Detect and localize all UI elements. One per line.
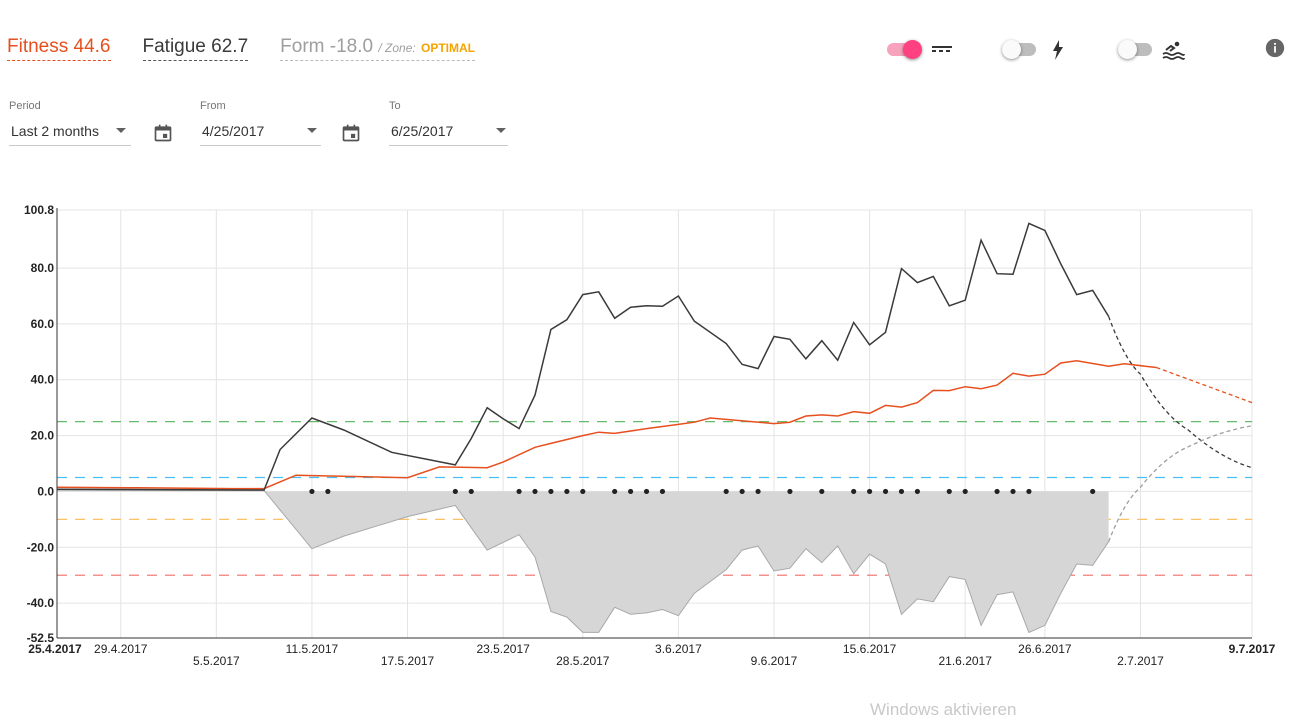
form-projection xyxy=(1107,425,1253,542)
x-tick-label: 17.5.2017 xyxy=(381,654,435,668)
activity-dot xyxy=(1010,488,1016,495)
y-tick-label: 60.0 xyxy=(31,317,55,331)
activity-dot xyxy=(882,488,889,495)
period-label: Period xyxy=(9,100,41,112)
fatigue-projection xyxy=(1107,316,1253,469)
activity-dot xyxy=(309,488,315,495)
fitness-metric[interactable]: Fitness 44.6 xyxy=(7,36,111,61)
activity-dot xyxy=(325,488,331,495)
chart-axes xyxy=(56,208,1252,639)
zone-label: / Zone: xyxy=(378,41,416,55)
fatigue-metric[interactable]: Fatigue 62.7 xyxy=(142,36,249,61)
x-axis-labels: 25.4.2017 29.4.2017 5.5.2017 11.5.2017 17.5.… xyxy=(28,642,1275,668)
activity-dot xyxy=(994,488,1000,495)
x-tick-label: 11.5.2017 xyxy=(286,642,339,656)
fatigue-line xyxy=(56,222,1110,491)
series-lines xyxy=(56,222,1253,542)
y-tick-label: 0.0 xyxy=(37,484,54,498)
metrics-bar: Fitness 44.6 Fatigue 62.7 Form -18.0 / Z… xyxy=(7,36,507,64)
zones-lines-icon xyxy=(932,46,952,52)
activity-dot xyxy=(851,488,857,495)
activity-markers xyxy=(309,488,1096,495)
from-value: 4/25/2017 xyxy=(202,123,265,139)
power-toggle[interactable] xyxy=(1002,40,1036,59)
activity-dot xyxy=(898,488,905,495)
activity-dot xyxy=(787,488,793,495)
y-tick-label: 40.0 xyxy=(31,373,55,387)
activity-dot xyxy=(643,488,650,495)
x-tick-label: 25.4.2017 xyxy=(28,642,82,656)
training-zones-toggle[interactable] xyxy=(887,40,922,59)
to-dropdown-icon xyxy=(496,128,506,133)
lightning-bolt-icon xyxy=(1053,40,1063,60)
activity-dot xyxy=(914,488,921,495)
x-tick-label: 28.5.2017 xyxy=(556,654,610,668)
activity-dot xyxy=(867,488,873,495)
y-tick-label: -40.0 xyxy=(27,596,55,610)
x-tick-label: 15.6.2017 xyxy=(843,642,897,656)
y-tick-label: 80.0 xyxy=(31,261,55,275)
from-dropdown-icon xyxy=(307,128,317,133)
from-label: From xyxy=(200,100,226,112)
form-metric[interactable]: Form -18.0 / Zone: OPTIMAL xyxy=(280,36,475,61)
to-label: To xyxy=(389,100,401,112)
activity-dot xyxy=(468,488,474,495)
activity-dot xyxy=(819,488,825,495)
calendar-icon[interactable] xyxy=(341,123,361,143)
form-value: Form -18.0 xyxy=(280,36,374,57)
period-value: Last 2 months xyxy=(11,123,99,139)
watermark: Windows aktivieren xyxy=(870,700,1017,719)
x-tick-label: 5.5.2017 xyxy=(193,654,240,668)
activity-dot xyxy=(628,488,634,495)
activity-dot xyxy=(516,488,522,495)
x-tick-label: 3.6.2017 xyxy=(655,642,702,656)
activity-dot xyxy=(1090,488,1096,495)
swimmer-icon xyxy=(1162,41,1185,60)
activity-dot xyxy=(755,488,761,495)
info-icon[interactable] xyxy=(1264,37,1286,59)
fitness-line xyxy=(56,360,1157,490)
zone-value: OPTIMAL xyxy=(420,41,475,55)
activity-dot xyxy=(659,488,666,495)
y-tick-label: 20.0 xyxy=(31,429,55,443)
activity-dot xyxy=(532,488,538,495)
calendar-icon[interactable] xyxy=(153,123,173,143)
y-tick-label: -20.0 xyxy=(27,540,55,554)
x-tick-label: 9.7.2017 xyxy=(1229,642,1276,656)
x-tick-label: 29.4.2017 xyxy=(94,642,148,656)
x-tick-label: 26.6.2017 xyxy=(1018,642,1072,656)
y-tick-label: 100.8 xyxy=(24,203,54,217)
swim-toggle[interactable] xyxy=(1118,40,1152,59)
activity-dot xyxy=(564,488,570,495)
period-dropdown-icon xyxy=(116,128,126,133)
activity-dot xyxy=(580,488,586,495)
x-tick-label: 23.5.2017 xyxy=(476,642,530,656)
activity-dot xyxy=(1026,488,1032,495)
y-tick-label: -52.5 xyxy=(27,631,55,645)
fitness-projection xyxy=(1156,366,1253,404)
x-tick-label: 21.6.2017 xyxy=(939,654,993,668)
activity-dot xyxy=(739,488,745,495)
form-area xyxy=(56,489,1110,634)
y-axis-labels: 100.8 80.0 60.0 40.0 20.0 0.0 -20.0 -40.0 -52.5 xyxy=(24,203,54,645)
activity-dot xyxy=(452,488,458,495)
activity-dot xyxy=(612,488,618,495)
x-tick-label: 9.6.2017 xyxy=(751,654,798,668)
activity-dot xyxy=(946,488,952,495)
form-area-fill xyxy=(57,490,1109,633)
activity-dot xyxy=(548,488,554,495)
x-tick-label: 2.7.2017 xyxy=(1117,654,1164,668)
activity-dot xyxy=(723,488,729,495)
activity-dot xyxy=(962,488,968,495)
fitness-fatigue-chart: 100.880.060.040.020.00.0-20.0-40.0-52.5 … xyxy=(24,203,1276,668)
to-value: 6/25/2017 xyxy=(391,123,454,139)
form-line xyxy=(56,489,1110,634)
